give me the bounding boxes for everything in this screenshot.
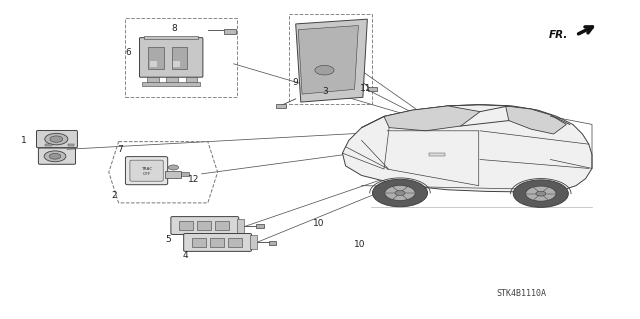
Bar — [210, 238, 224, 247]
Text: 12: 12 — [188, 175, 200, 184]
Text: 9: 9 — [293, 78, 298, 87]
Text: TRAC: TRAC — [141, 167, 152, 171]
Text: 11: 11 — [360, 84, 372, 93]
Text: 3: 3 — [323, 87, 328, 96]
Bar — [68, 144, 74, 146]
Circle shape — [44, 151, 66, 162]
Circle shape — [385, 185, 415, 201]
Circle shape — [45, 133, 68, 145]
Bar — [148, 47, 164, 69]
Bar — [237, 219, 244, 233]
Bar — [147, 77, 159, 83]
Circle shape — [49, 153, 61, 159]
Text: 4: 4 — [183, 251, 188, 260]
Text: 10: 10 — [354, 241, 365, 249]
Circle shape — [536, 191, 546, 196]
Bar — [429, 153, 445, 156]
Circle shape — [372, 179, 428, 207]
Circle shape — [513, 180, 568, 207]
Bar — [276, 104, 286, 108]
Polygon shape — [298, 26, 358, 94]
Bar — [181, 172, 189, 176]
Bar — [45, 144, 52, 146]
Polygon shape — [506, 106, 566, 134]
Text: 8: 8 — [172, 24, 177, 33]
Bar — [173, 61, 180, 67]
Text: 7: 7 — [118, 145, 123, 154]
Text: 6: 6 — [125, 48, 131, 57]
Polygon shape — [384, 106, 480, 131]
FancyBboxPatch shape — [171, 217, 239, 234]
Text: 1: 1 — [22, 137, 27, 145]
Circle shape — [315, 65, 334, 75]
Circle shape — [525, 186, 556, 201]
Bar — [289, 14, 372, 104]
Bar — [142, 82, 200, 86]
Bar — [165, 171, 181, 178]
Bar — [192, 238, 206, 247]
FancyBboxPatch shape — [130, 160, 163, 181]
Circle shape — [395, 190, 405, 196]
FancyBboxPatch shape — [38, 148, 76, 164]
Bar — [197, 221, 211, 230]
Text: OFF: OFF — [142, 172, 151, 176]
Polygon shape — [296, 19, 367, 102]
Bar — [228, 238, 242, 247]
Bar — [269, 241, 276, 245]
Text: 2: 2 — [111, 191, 116, 200]
Text: STK4B1110A: STK4B1110A — [496, 289, 546, 298]
Bar — [224, 29, 236, 34]
Polygon shape — [342, 105, 592, 192]
FancyBboxPatch shape — [140, 38, 203, 77]
Bar — [144, 36, 198, 39]
Text: 10: 10 — [313, 219, 324, 228]
Text: 5: 5 — [165, 235, 170, 244]
Bar — [368, 87, 377, 91]
FancyBboxPatch shape — [184, 234, 252, 251]
Bar — [125, 18, 237, 97]
Bar — [186, 77, 197, 83]
FancyBboxPatch shape — [36, 130, 77, 148]
Bar — [172, 47, 187, 69]
Circle shape — [168, 165, 179, 170]
Circle shape — [50, 136, 63, 142]
Text: FR.: FR. — [548, 30, 568, 40]
Bar — [256, 224, 264, 228]
Bar — [215, 221, 229, 230]
Bar — [250, 235, 257, 249]
FancyBboxPatch shape — [125, 157, 168, 185]
Bar — [179, 221, 193, 230]
Bar — [166, 77, 178, 83]
Bar — [150, 61, 157, 67]
